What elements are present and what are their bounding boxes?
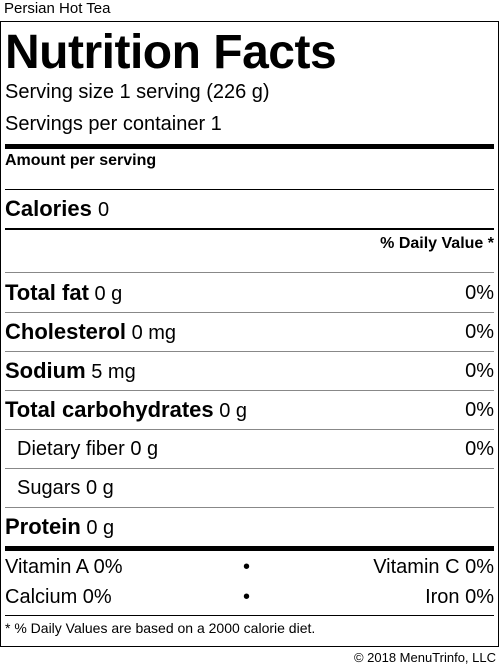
nutrient-amount: 0 mg	[131, 322, 177, 344]
daily-value-header: % Daily Value *	[380, 235, 494, 252]
nutrient-row-sodium: Sodium 5 mg 0%	[5, 351, 494, 391]
nutrient-row-dietary-fiber: Dietary fiber 0 g 0%	[5, 429, 494, 469]
label-title: Nutrition Facts	[5, 26, 337, 79]
thick-divider-vitamins	[5, 546, 494, 551]
divider	[5, 312, 494, 313]
divider	[5, 272, 494, 273]
nutrient-label: Sugars	[17, 476, 81, 499]
nutrient-dv: 0%	[465, 320, 494, 343]
nutrient-amount: 0 g	[86, 517, 115, 539]
nutrition-label: Nutrition Facts Serving size 1 serving (…	[0, 21, 499, 647]
nutrient-dv: 0%	[465, 398, 494, 421]
footnote: * % Daily Values are based on a 2000 cal…	[5, 620, 316, 636]
nutrient-row-cholesterol: Cholesterol 0 mg 0%	[5, 312, 494, 352]
bullet: •	[243, 555, 251, 578]
nutrient-label: Sodium	[5, 358, 86, 383]
calcium: Calcium 0%	[5, 585, 112, 608]
nutrient-amount: 5 mg	[91, 361, 136, 383]
divider	[5, 351, 494, 352]
divider	[5, 429, 494, 430]
nutrient-row-sugars: Sugars 0 g	[5, 468, 494, 508]
nutrient-row-protein: Protein 0 g	[5, 507, 494, 547]
calories-divider	[5, 228, 494, 230]
nutrient-amount: 0 g	[130, 437, 159, 460]
copyright: © 2018 MenuTrinfo, LLC	[353, 650, 496, 665]
divider	[5, 468, 494, 469]
divider	[5, 189, 494, 190]
nutrient-label: Cholesterol	[5, 319, 127, 344]
bullet: •	[243, 585, 251, 608]
divider	[5, 615, 494, 616]
iron: Iron 0%	[425, 585, 494, 608]
nutrient-dv: 0%	[465, 359, 494, 382]
nutrient-amount: 0 g	[219, 400, 248, 422]
nutrient-row-total-carbohydrates: Total carbohydrates 0 g 0%	[5, 390, 494, 430]
nutrient-dv: 0%	[465, 437, 494, 460]
vitamin-row-2: Calcium 0% • Iron 0%	[5, 583, 494, 611]
amount-per-serving: Amount per serving	[5, 152, 157, 169]
divider	[5, 507, 494, 508]
servings-per-container: Servings per container 1	[5, 113, 222, 135]
nutrient-dv: 0%	[465, 281, 494, 304]
nutrient-amount: 0 g	[85, 476, 114, 499]
calories-row: Calories 0	[5, 192, 109, 227]
calories-value: 0	[97, 199, 110, 221]
vitamin-row-1: Vitamin A 0% • Vitamin C 0%	[5, 553, 494, 581]
divider	[5, 390, 494, 391]
nutrient-label: Dietary fiber	[17, 437, 125, 460]
thick-divider-top	[5, 144, 494, 149]
vitamin-c: Vitamin C 0%	[373, 555, 494, 578]
serving-size: Serving size 1 serving (226 g)	[5, 81, 270, 103]
nutrient-label: Total fat	[5, 280, 89, 305]
nutrient-row-total-fat: Total fat 0 g 0%	[5, 273, 494, 313]
product-name: Persian Hot Tea	[4, 0, 111, 17]
nutrient-label: Total carbohydrates	[5, 397, 214, 422]
calories-label: Calories	[5, 196, 92, 221]
vitamin-a: Vitamin A 0%	[5, 555, 123, 578]
nutrient-label: Protein	[5, 514, 81, 539]
nutrient-amount: 0 g	[94, 283, 123, 305]
